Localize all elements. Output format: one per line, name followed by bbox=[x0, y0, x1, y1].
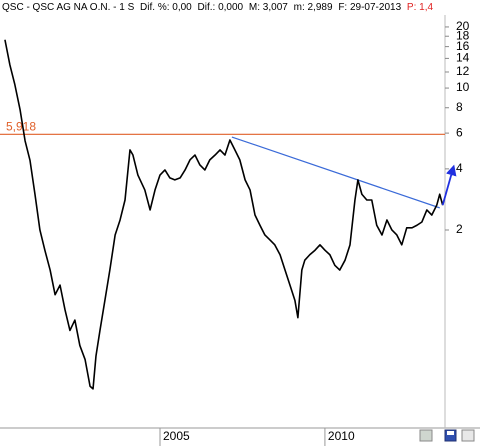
header-item: Dif. %: 0,00 bbox=[140, 2, 192, 13]
y-tick-label: 20 bbox=[456, 19, 470, 33]
header-item: m: 2,989 bbox=[294, 2, 333, 13]
header-item: P: 1,4 bbox=[407, 2, 434, 13]
header-item: QSC - QSC AG NA O.N. - 1 S bbox=[2, 2, 135, 13]
y-tick-label: 12 bbox=[456, 64, 470, 78]
arrow bbox=[441, 164, 457, 206]
y-tick-label: 18 bbox=[456, 28, 470, 42]
header-item: M: 3,007 bbox=[249, 2, 288, 13]
header-item: F: 29-07-2013 bbox=[338, 2, 401, 13]
x-tick-label: 2010 bbox=[328, 429, 355, 443]
y-tick-label: 10 bbox=[456, 80, 470, 94]
y-tick-label: 2 bbox=[456, 222, 463, 236]
y-tick-label: 6 bbox=[456, 125, 463, 139]
trend-line bbox=[231, 136, 440, 209]
horizontal-line-label: 5,918 bbox=[6, 119, 36, 133]
y-tick-label: 14 bbox=[456, 51, 470, 65]
price-line bbox=[4, 39, 444, 390]
toolbar-icon[interactable] bbox=[419, 429, 433, 442]
y-tick-label: 8 bbox=[456, 100, 463, 114]
header: QSC - QSC AG NA O.N. - 1 S Dif. %: 0,00 … bbox=[2, 2, 433, 13]
y-tick-label: 4 bbox=[456, 161, 463, 175]
save-icon-label bbox=[447, 431, 454, 435]
header-item: Dif.: 0,000 bbox=[198, 2, 244, 13]
save-icon[interactable] bbox=[444, 429, 457, 442]
y-tick-label: 16 bbox=[456, 39, 470, 53]
print-icon[interactable] bbox=[461, 429, 475, 442]
x-tick-label: 2005 bbox=[163, 429, 190, 443]
